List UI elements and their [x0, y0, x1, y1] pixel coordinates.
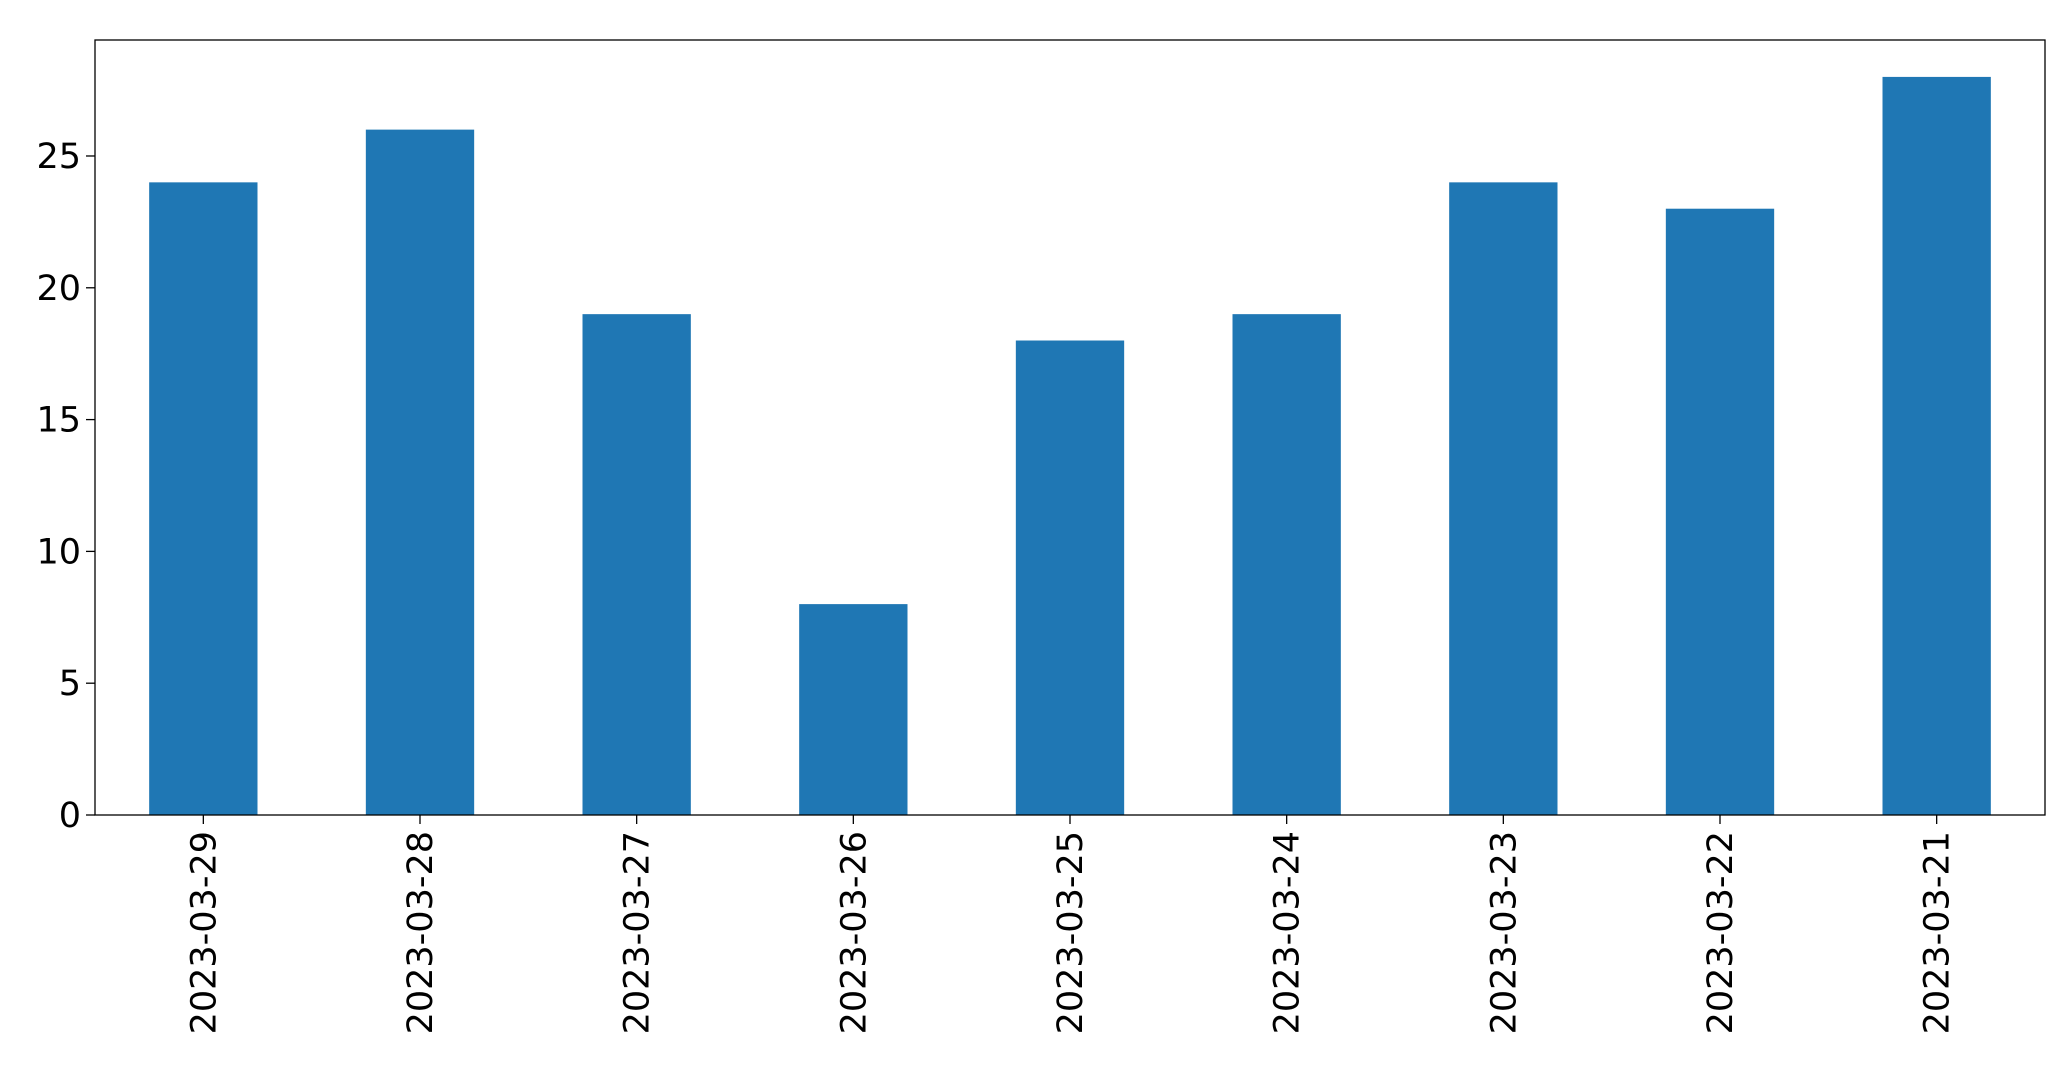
bar-2023-03-21	[1882, 76, 1991, 815]
bar-2023-03-27	[582, 314, 691, 815]
x-tick-label: 2023-03-29	[184, 831, 224, 1034]
y-tick-label: 25	[36, 137, 81, 177]
y-tick-label: 5	[59, 664, 81, 704]
x-axis: 2023-03-29 2023-03-28 2023-03-27 2023-03-26…	[184, 815, 1958, 1034]
bar-2023-03-24	[1232, 314, 1341, 815]
y-tick-label: 10	[36, 532, 81, 572]
x-tick-label: 2023-03-23	[1484, 831, 1524, 1034]
y-axis: 0 5 10 15 20 25	[36, 137, 95, 836]
bar-2023-03-25	[1015, 340, 1125, 815]
bar-2023-03-22	[1665, 208, 1775, 815]
x-tick-label: 2023-03-28	[401, 831, 441, 1034]
x-tick-label: 2023-03-21	[1918, 831, 1958, 1034]
bar-2023-03-29	[149, 182, 258, 816]
bar-2023-03-23	[1449, 182, 1558, 816]
x-tick-label: 2023-03-24	[1268, 831, 1308, 1034]
bar-2023-03-26	[799, 604, 908, 815]
y-tick-label: 20	[36, 269, 81, 309]
x-tick-label: 2023-03-26	[834, 831, 874, 1034]
bars-layer	[149, 76, 1991, 816]
y-tick-label: 0	[59, 796, 81, 836]
y-tick-label: 15	[36, 401, 81, 441]
x-tick-label: 2023-03-25	[1051, 831, 1091, 1034]
plot-area-frame	[94, 39, 2046, 816]
x-tick-label: 2023-03-27	[618, 831, 658, 1034]
bar-2023-03-28	[365, 129, 475, 815]
x-tick-label: 2023-03-22	[1701, 831, 1741, 1034]
